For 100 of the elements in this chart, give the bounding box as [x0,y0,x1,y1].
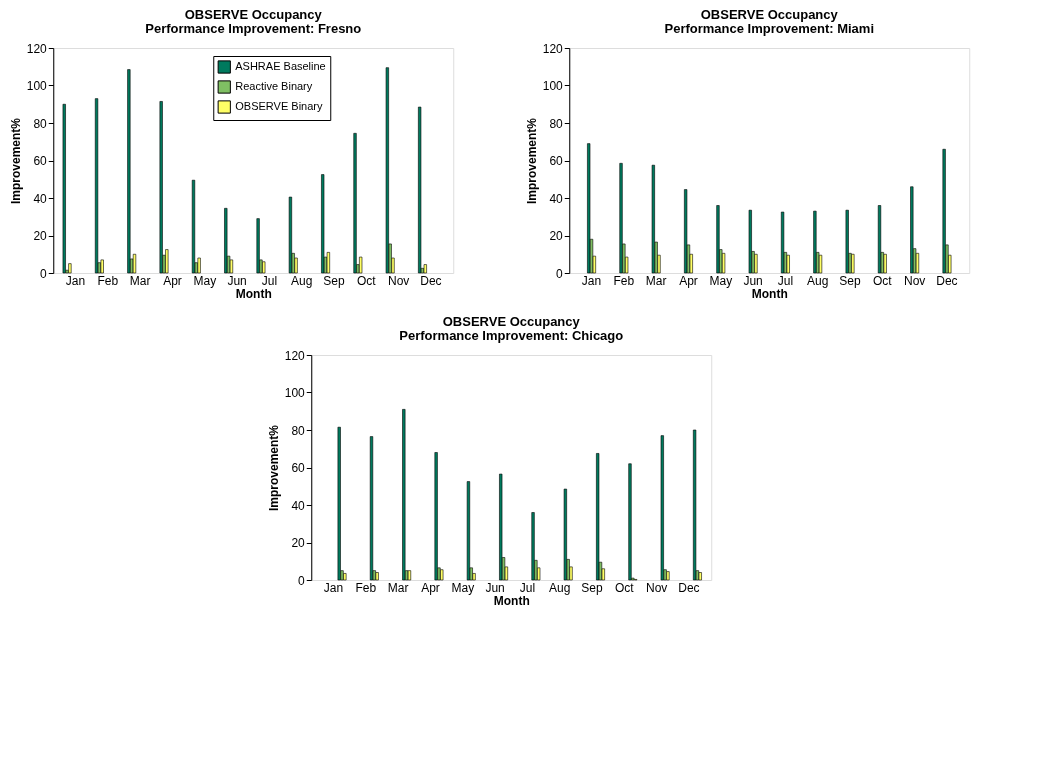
x-tick-label: Oct [357,273,377,288]
bar [353,133,357,274]
y-tick-label: 100 [542,79,564,93]
y-tick-label: 80 [549,116,564,131]
bar [716,205,720,274]
x-tick-label: May [709,273,733,288]
x-tick-label: Apr [679,273,698,288]
x-tick-label: Jun [485,580,505,595]
bar [748,209,752,274]
x-tick-label: Sep [581,580,604,595]
bar [385,67,389,274]
y-tick-label: 100 [284,386,306,400]
bar [62,103,66,274]
y-tick-label: 20 [549,229,564,243]
y-axis-title: Improvement% [266,424,281,512]
y-tick-label: 120 [26,41,48,56]
y-tick-label: 60 [291,461,306,475]
x-axis-title: Month [493,593,530,608]
x-tick-label: Dec [420,273,442,288]
x-tick-label: Dec [936,273,958,288]
y-tick-label: 20 [291,536,306,550]
bar [127,69,131,274]
x-tick-label: Jan [65,273,86,288]
bar [651,164,655,274]
bar [402,409,406,581]
bar [369,436,374,581]
x-tick-label: Sep [839,273,862,288]
bar [229,259,234,274]
x-tick-label: Nov [903,273,926,288]
y-axis-title: Improvement% [8,117,23,205]
y-tick-label: 60 [33,154,48,168]
bar [159,101,163,274]
bar [845,209,849,274]
y-tick-label: 60 [549,154,564,168]
legend-label: Reactive Binary [235,80,313,92]
bar [337,426,341,581]
bar [660,435,664,581]
chart-title: OBSERVE Occupancy [184,7,323,22]
x-tick-label: Oct [615,580,635,595]
bar [722,253,726,274]
chart-subtitle: Performance Improvement: Fresno [145,21,362,36]
y-tick-label: 120 [284,348,306,363]
x-tick-label: Sep [323,273,346,288]
bar [256,218,260,274]
x-tick-label: Mar [129,273,151,288]
bar [596,453,600,581]
y-tick-label: 100 [26,79,48,93]
x-tick-label: Feb [355,580,377,595]
x-tick-label: May [193,273,217,288]
bar [68,263,72,274]
x-tick-label: Jul [261,273,278,288]
x-tick-label: Aug [549,580,571,595]
chart-title: OBSERVE Occupancy [700,7,839,22]
bar [197,257,201,274]
x-axis-title: Month [235,286,272,301]
y-tick-label: 0 [40,266,48,281]
bar [499,473,503,581]
y-tick-label: 40 [549,191,564,206]
y-tick-label: 40 [291,498,306,513]
bar [359,256,363,274]
bar [132,253,137,274]
y-tick-label: 40 [33,191,48,206]
x-tick-label: Jan [581,273,602,288]
bar [165,249,169,274]
bar [466,481,471,581]
y-tick-label: 20 [33,229,48,243]
x-axis-title: Month [751,286,788,301]
bar [619,163,623,274]
bar [942,148,946,274]
x-tick-label: Apr [163,273,182,288]
chart-subtitle: Performance Improvement: Miami [664,21,875,36]
bar [294,257,298,274]
x-tick-label: Aug [291,273,313,288]
x-tick-label: Jun [743,273,763,288]
bar [910,186,914,274]
x-tick-label: Nov [387,273,410,288]
x-tick-label: Apr [421,580,440,595]
bar [693,429,697,581]
bar [587,143,591,274]
bar [563,488,567,581]
bar [684,189,688,274]
bar [780,211,785,274]
x-tick-label: Feb [613,273,635,288]
x-tick-label: Feb [97,273,119,288]
bar [813,210,817,274]
x-tick-label: Jul [777,273,794,288]
y-axis-title: Improvement% [524,117,539,205]
y-tick-label: 0 [556,266,564,281]
x-tick-label: Nov [645,580,668,595]
x-tick-label: Aug [807,273,829,288]
x-tick-label: Mar [387,580,409,595]
chart-title: OBSERVE Occupancy [442,314,581,329]
legend-label: OBSERVE Binary [235,100,323,112]
chart-subtitle: Performance Improvement: Chicago [399,328,624,343]
bar [224,208,228,274]
y-tick-label: 80 [291,423,306,438]
legend-label: ASHRAE Baseline [235,60,326,72]
x-tick-label: Dec [678,580,700,595]
bar [288,196,293,274]
bar [628,463,632,581]
